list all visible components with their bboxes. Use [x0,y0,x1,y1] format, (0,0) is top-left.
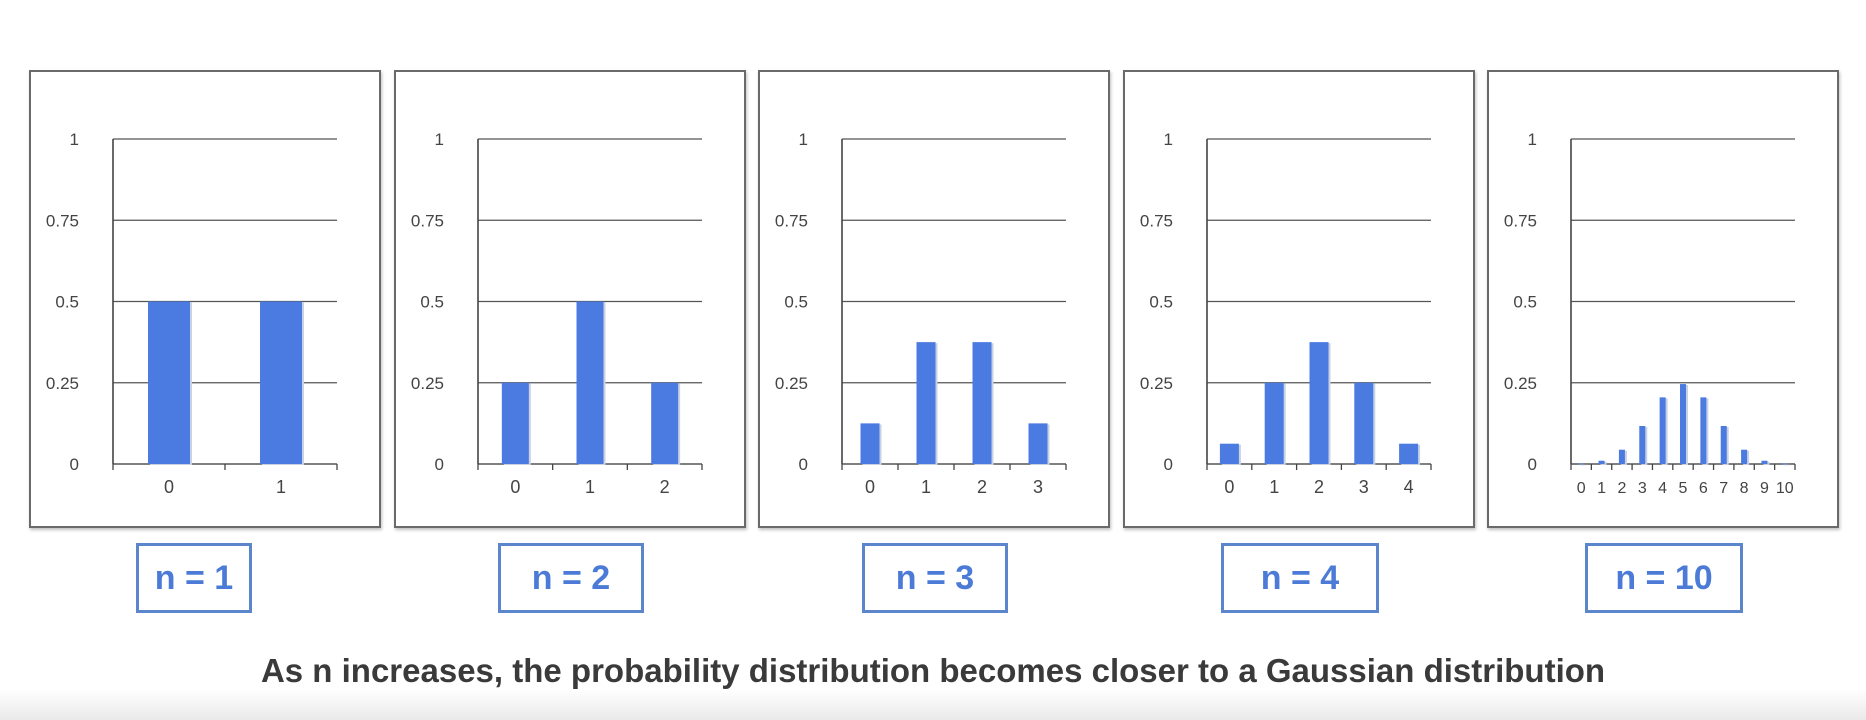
x-tick-label: 1 [276,477,286,497]
bar-chart: 0 0.25 0.5 0.75 1 0 1 2 3 [775,130,1067,497]
bar [1354,382,1374,464]
x-tick-label: 4 [1404,477,1414,497]
y-tick-label: 0.5 [1149,293,1173,312]
y-tick-label: 1 [70,130,79,149]
bar [1028,423,1048,464]
x-tick-label: 3 [1033,477,1043,497]
x-tick-label: 5 [1679,480,1688,497]
bar [1639,425,1646,464]
y-tick-label: 0 [70,455,79,474]
bar [1781,463,1788,465]
n-label: n = 10 [1585,543,1743,613]
x-tick-label: 4 [1658,480,1667,497]
x-tick-label: 1 [1269,477,1279,497]
bar [1309,342,1329,464]
y-tick-label: 1 [799,130,808,149]
chart-panel: 0 0.25 0.5 0.75 1 0 1 2 3 4 [1123,70,1475,528]
x-tick-label: 10 [1776,480,1794,497]
y-tick-label: 0 [435,455,444,474]
y-tick-label: 1 [435,130,444,149]
x-tick-label: 0 [164,477,174,497]
y-tick-label: 0.25 [1504,374,1537,393]
x-tick-label: 2 [1617,480,1626,497]
bar-chart: 0 0.25 0.5 0.75 1 0 1 2 3 4 [1140,130,1432,497]
y-tick-label: 0.75 [1504,211,1537,230]
n-label: n = 1 [136,543,252,613]
chart-panel: 0 0.25 0.5 0.75 1 0 1 2 3 4 5 6 7 8 9 10 [1487,70,1839,528]
bar [1761,460,1768,464]
x-tick-label: 9 [1760,480,1769,497]
x-tick-label: 0 [1224,477,1234,497]
y-tick-label: 1 [1528,130,1537,149]
bar [576,301,604,464]
y-tick-label: 1 [1164,130,1173,149]
bar [1219,443,1239,464]
bar-chart: 0 0.25 0.5 0.75 1 0 1 2 [411,130,703,497]
bar [860,423,880,464]
x-tick-label: 1 [1597,480,1606,497]
y-tick-label: 0.75 [411,211,444,230]
bar [1741,449,1748,464]
y-tick-label: 0.25 [775,374,808,393]
bar [148,301,190,464]
caption: As n increases, the probability distribu… [260,652,1606,689]
x-tick-label: 2 [977,477,987,497]
y-tick-label: 0.25 [1140,374,1173,393]
y-tick-label: 0.5 [784,293,808,312]
y-tick-label: 0 [1528,455,1537,474]
x-tick-label: 0 [865,477,875,497]
bar [1578,463,1585,465]
bar [1659,397,1666,464]
bar [501,382,529,464]
x-tick-label: 1 [585,477,595,497]
x-tick-label: 0 [510,477,520,497]
x-tick-label: 7 [1719,480,1728,497]
y-tick-label: 0.5 [1513,293,1537,312]
x-tick-label: 1 [921,477,931,497]
bar [916,342,936,464]
bar [1720,425,1727,464]
chart-panel: 0 0.25 0.5 0.75 1 0 1 2 [394,70,746,528]
bar-chart: 0 0.25 0.5 0.75 1 0 1 [46,130,338,497]
x-tick-label: 3 [1359,477,1369,497]
y-tick-label: 0.25 [46,374,79,393]
chart-panel: 0 0.25 0.5 0.75 1 0 1 [29,70,381,528]
n-label: n = 2 [498,543,644,613]
y-tick-label: 0.5 [420,293,444,312]
y-tick-label: 0.25 [411,374,444,393]
bar [1399,443,1419,464]
y-tick-label: 0.75 [775,211,808,230]
bar-shadow [1580,464,1587,466]
y-tick-label: 0 [799,455,808,474]
bar [1680,384,1686,464]
bar [651,382,679,464]
y-tick-label: 0.75 [1140,211,1173,230]
x-tick-label: 2 [1314,477,1324,497]
bar [1264,382,1284,464]
y-tick-label: 0 [1164,455,1173,474]
bar [972,342,992,464]
y-tick-label: 0.5 [55,293,79,312]
bar [1598,460,1605,464]
n-label: n = 3 [862,543,1008,613]
chart-panel: 0 0.25 0.5 0.75 1 0 1 2 3 [758,70,1110,528]
x-tick-label: 3 [1638,480,1647,497]
n-label: n = 4 [1221,543,1379,613]
x-tick-label: 6 [1699,480,1708,497]
bar [260,301,302,464]
y-tick-label: 0.75 [46,211,79,230]
bar [1618,449,1625,464]
bar [1700,397,1707,464]
x-tick-label: 0 [1577,480,1586,497]
bar-shadow [1783,464,1790,466]
x-tick-label: 2 [660,477,670,497]
x-tick-label: 8 [1740,480,1749,497]
